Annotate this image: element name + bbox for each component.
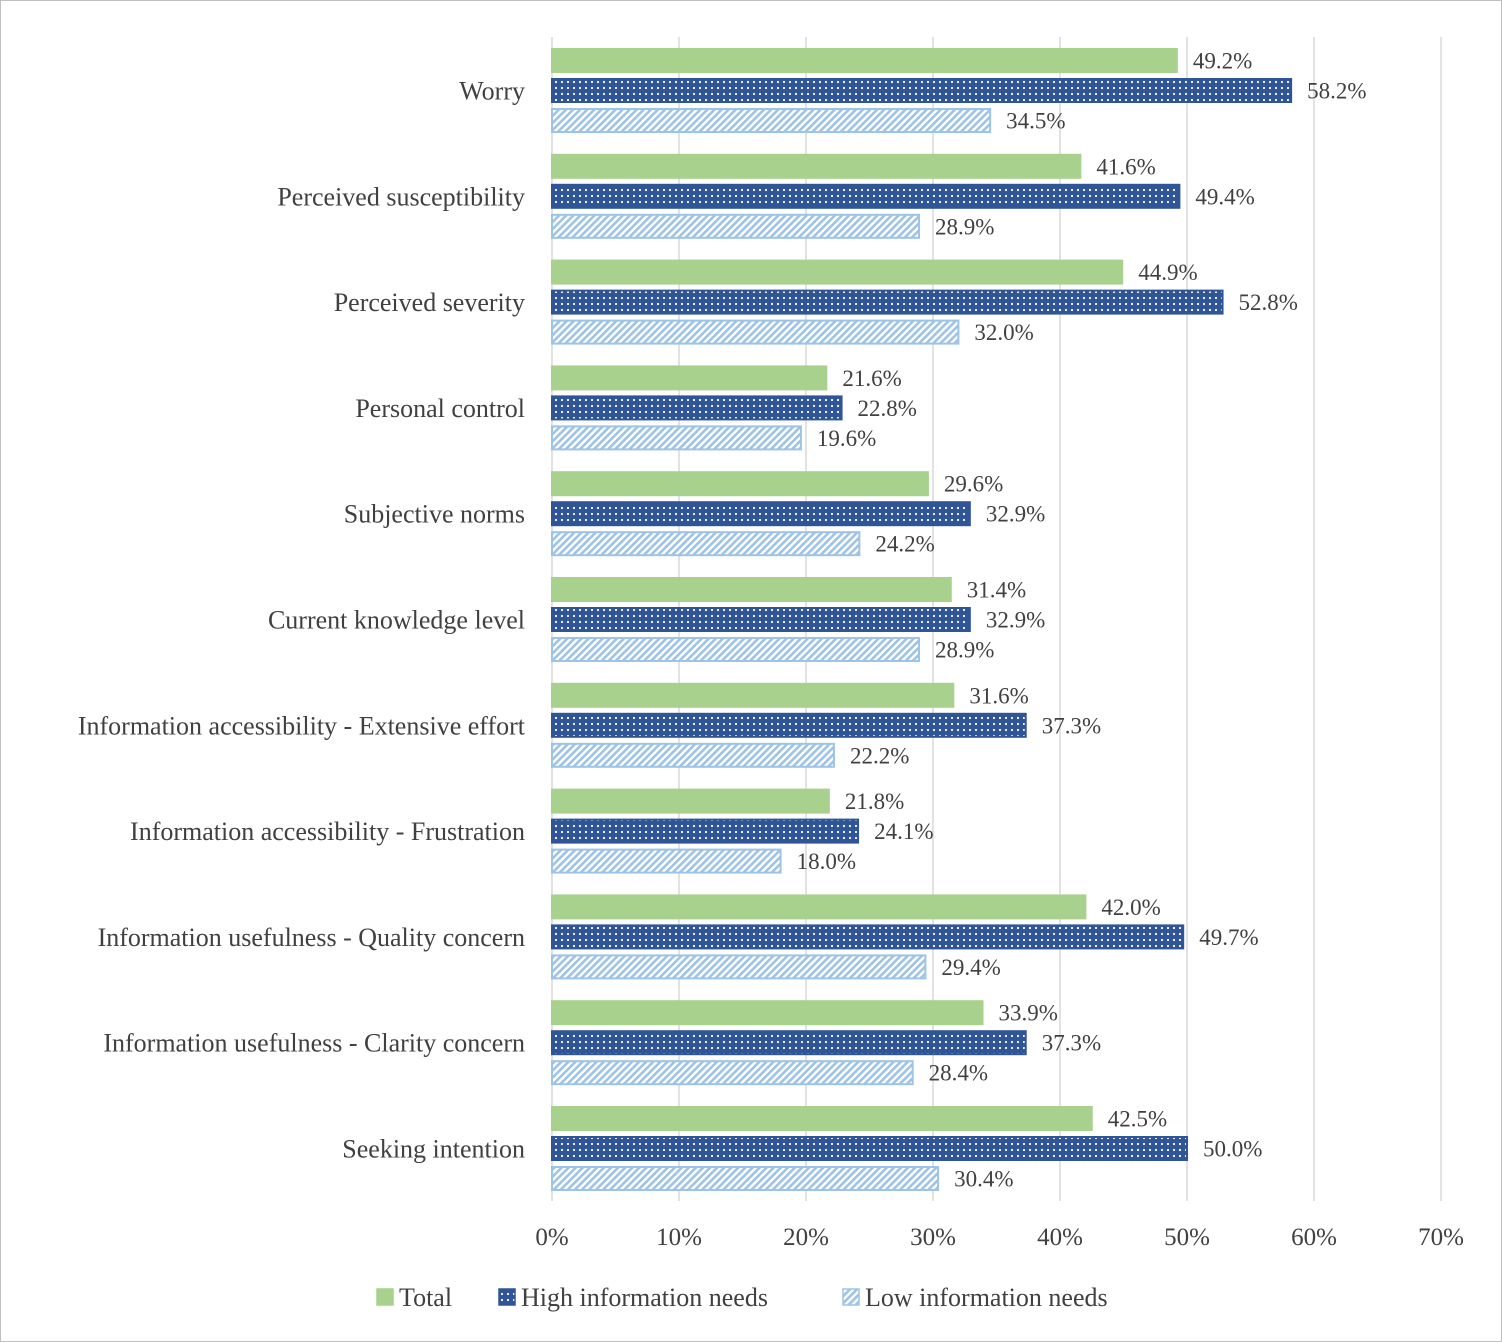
category-label: Subjective norms xyxy=(344,500,525,529)
data-label: 49.4% xyxy=(1195,184,1254,209)
data-label: 21.6% xyxy=(842,366,901,391)
data-label: 30.4% xyxy=(954,1167,1013,1192)
bar-high-information-needs xyxy=(551,818,860,844)
x-tick-label: 20% xyxy=(783,1224,829,1251)
bar-high-information-needs xyxy=(551,78,1293,103)
bar-total xyxy=(551,365,828,391)
legend-swatch xyxy=(498,1288,516,1306)
bar-total xyxy=(551,788,830,814)
bar-low-information-needs xyxy=(551,954,927,980)
bar-high-information-needs xyxy=(551,924,1185,950)
bars xyxy=(551,48,1293,1191)
data-label: 52.8% xyxy=(1239,290,1298,315)
bar-high-information-needs xyxy=(551,712,1027,738)
bar-high-information-needs xyxy=(551,607,971,632)
bar-low-information-needs xyxy=(551,1166,940,1191)
bar-total xyxy=(551,682,955,708)
legend-label: Low information needs xyxy=(865,1283,1108,1312)
category-label: Information accessibility - Extensive ef… xyxy=(78,711,526,740)
bar-low-information-needs xyxy=(551,742,835,768)
legend-swatch xyxy=(376,1288,394,1306)
category-label: Seeking intention xyxy=(342,1135,525,1164)
bar-low-information-needs xyxy=(551,425,802,451)
data-label: 18.0% xyxy=(797,849,856,874)
bar-total xyxy=(551,153,1082,179)
legend-label: Total xyxy=(399,1283,452,1312)
x-axis-ticks: 0% 10% 20% 30% 40% 50% 60% 70% xyxy=(535,1224,1464,1251)
legend-label: High information needs xyxy=(521,1283,768,1312)
bar-high-information-needs xyxy=(551,1136,1188,1161)
data-label: 37.3% xyxy=(1042,713,1101,738)
category-label: Perceived severity xyxy=(334,288,525,317)
data-label: 29.6% xyxy=(944,472,1003,497)
x-tick-label: 60% xyxy=(1291,1224,1337,1251)
bar-total xyxy=(551,1106,1093,1131)
bar-total xyxy=(551,471,929,497)
data-label: 31.4% xyxy=(967,578,1026,603)
data-label: 28.4% xyxy=(929,1061,988,1086)
bar-total xyxy=(551,48,1178,73)
x-tick-label: 40% xyxy=(1037,1224,1083,1251)
legend: Total High information needs Low informati… xyxy=(376,1283,1108,1312)
category-label: Information usefulness - Quality concern xyxy=(98,923,525,952)
bar-low-information-needs xyxy=(551,319,960,345)
value-labels: 49.2% 58.2% 34.5% 41.6% 49.4% 28.9% 44.9% 52.8%… xyxy=(797,49,1367,1192)
data-label: 50.0% xyxy=(1203,1137,1262,1162)
data-label: 22.2% xyxy=(850,743,909,768)
bar-total xyxy=(551,894,1087,920)
data-label: 37.3% xyxy=(1042,1031,1101,1056)
bar-low-information-needs xyxy=(551,531,861,557)
data-label: 19.6% xyxy=(817,426,876,451)
bar-total xyxy=(551,1000,984,1026)
data-label: 32.9% xyxy=(986,502,1045,527)
bar-total xyxy=(551,577,952,602)
data-label: 28.9% xyxy=(935,214,994,239)
category-labels: Worry Perceived susceptibility Perceived s… xyxy=(78,77,526,1164)
legend-swatch xyxy=(842,1288,860,1306)
bar-high-information-needs xyxy=(551,1030,1027,1056)
bar-total xyxy=(551,259,1124,285)
x-tick-label: 0% xyxy=(535,1224,568,1251)
x-tick-label: 30% xyxy=(910,1224,956,1251)
x-tick-label: 70% xyxy=(1418,1224,1464,1251)
data-label: 34.5% xyxy=(1006,109,1065,134)
bar-high-information-needs xyxy=(551,501,971,527)
data-label: 24.2% xyxy=(875,532,934,557)
bar-low-information-needs xyxy=(551,213,921,239)
bar-high-information-needs xyxy=(551,183,1181,209)
bar-low-information-needs xyxy=(551,848,782,874)
data-label: 58.2% xyxy=(1307,79,1366,104)
data-label: 29.4% xyxy=(941,955,1000,980)
category-label: Information usefulness - Clarity concern xyxy=(103,1029,525,1058)
bar-low-information-needs xyxy=(551,1060,914,1086)
data-label: 42.5% xyxy=(1108,1107,1167,1132)
data-label: 49.7% xyxy=(1199,925,1258,950)
data-label: 42.0% xyxy=(1101,895,1160,920)
data-label: 24.1% xyxy=(874,819,933,844)
data-label: 44.9% xyxy=(1138,260,1197,285)
x-tick-label: 10% xyxy=(656,1224,702,1251)
data-label: 49.2% xyxy=(1193,49,1252,74)
data-label: 41.6% xyxy=(1096,154,1155,179)
data-label: 31.6% xyxy=(969,683,1028,708)
data-label: 33.9% xyxy=(999,1001,1058,1026)
data-label: 32.0% xyxy=(974,320,1033,345)
category-label: Personal control xyxy=(355,394,525,423)
bar-low-information-needs xyxy=(551,637,921,662)
category-label: Current knowledge level xyxy=(268,606,525,635)
category-label: Worry xyxy=(459,77,525,106)
category-label: Perceived susceptibility xyxy=(277,182,525,211)
bar-low-information-needs xyxy=(551,108,992,133)
data-label: 21.8% xyxy=(845,789,904,814)
bar-high-information-needs xyxy=(551,395,843,421)
x-tick-label: 50% xyxy=(1164,1224,1210,1251)
bar-high-information-needs xyxy=(551,289,1224,315)
data-label: 32.9% xyxy=(986,608,1045,633)
data-label: 22.8% xyxy=(858,396,917,421)
category-label: Information accessibility - Frustration xyxy=(130,817,525,846)
data-label: 28.9% xyxy=(935,638,994,663)
